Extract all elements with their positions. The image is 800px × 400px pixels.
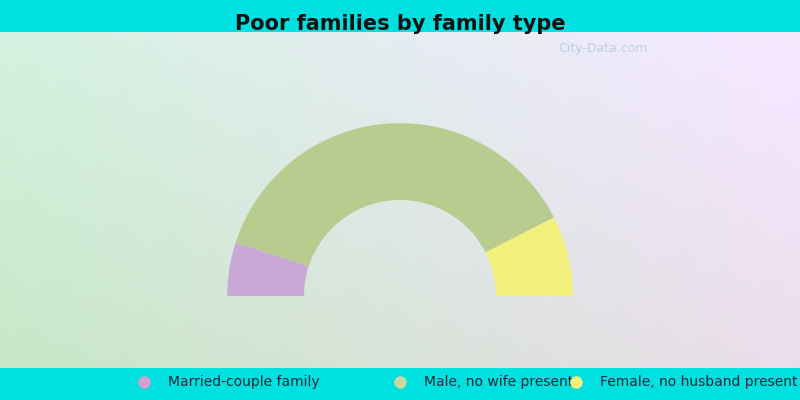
Text: Poor families by family type: Poor families by family type [234,14,566,34]
Text: City-Data.com: City-Data.com [558,42,648,55]
Polygon shape [236,123,554,266]
Text: Female, no husband present: Female, no husband present [600,375,798,389]
Text: Married-couple family: Married-couple family [168,375,320,389]
Text: Male, no wife present: Male, no wife present [424,375,574,389]
Polygon shape [486,218,573,296]
Polygon shape [227,243,309,296]
